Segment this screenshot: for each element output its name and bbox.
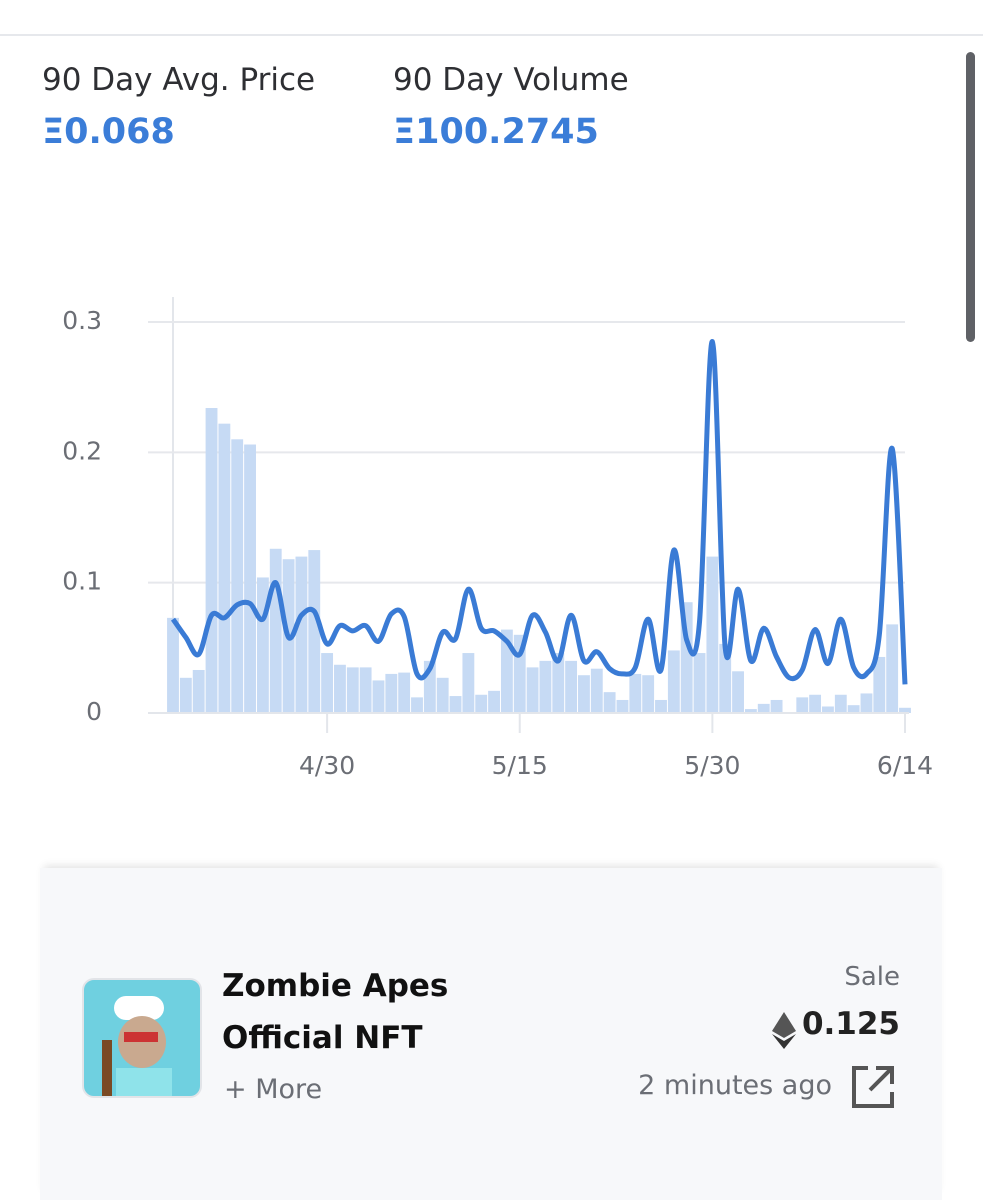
bar <box>398 672 411 713</box>
stat: 90 Day Volume Ξ100.2745 <box>393 62 629 152</box>
bar <box>308 550 321 713</box>
bar <box>192 669 205 713</box>
bar <box>526 667 539 713</box>
x-tick-label: 5/30 <box>684 751 740 780</box>
bar <box>488 690 500 713</box>
bar <box>744 709 757 713</box>
bar <box>578 675 590 713</box>
bar <box>205 408 218 713</box>
bar <box>809 694 822 713</box>
bar <box>642 675 655 713</box>
bar <box>256 577 269 713</box>
bar <box>475 694 488 713</box>
bar <box>667 650 680 713</box>
bar <box>565 660 578 713</box>
bar <box>436 677 449 713</box>
bar <box>706 556 719 713</box>
bar <box>873 656 886 713</box>
bar <box>462 653 475 713</box>
x-tick-label: 4/30 <box>299 751 355 780</box>
bar <box>590 668 603 713</box>
event-type: Sale <box>844 962 900 992</box>
bar <box>770 699 783 713</box>
bar <box>218 423 231 713</box>
sale-card[interactable]: Zombie Apes Official NFT + More Sale 0.1… <box>40 868 942 1200</box>
bar <box>372 680 385 713</box>
bar <box>346 667 359 713</box>
external-link[interactable] <box>848 1062 898 1112</box>
bar <box>295 556 308 713</box>
sale-time: 2 minutes ago <box>638 1070 832 1101</box>
nft-art <box>102 996 172 1096</box>
bar <box>179 677 192 713</box>
stat-value: Ξ100.2745 <box>393 112 599 152</box>
bar <box>449 696 462 713</box>
bar <box>231 439 244 713</box>
chart: 0 0.1 0.2 0.3 4/30 5/15 5/30 6/14 <box>62 297 933 780</box>
bar <box>321 653 334 713</box>
bar <box>167 617 179 713</box>
y-tick-label: 0 <box>86 697 102 726</box>
bar <box>359 667 372 713</box>
y-tick-label: 0.2 <box>62 436 102 465</box>
bar <box>411 697 423 713</box>
stat: 90 Day Avg. Price Ξ0.068 <box>42 62 315 152</box>
y-tick-label: 0.3 <box>62 306 102 335</box>
bar <box>655 699 667 713</box>
bar <box>860 693 873 713</box>
x-tick-label: 6/14 <box>877 751 933 780</box>
bar <box>886 624 899 713</box>
bar <box>719 643 732 713</box>
scrollbar[interactable] <box>966 52 975 342</box>
divider <box>0 34 983 36</box>
nft-image[interactable] <box>82 978 202 1098</box>
stat-value: Ξ0.068 <box>42 112 175 152</box>
bar <box>899 707 911 713</box>
bar <box>269 548 282 713</box>
bar <box>680 602 693 713</box>
bar <box>423 660 436 713</box>
more-link[interactable]: + More <box>224 1074 323 1105</box>
y-tick-label: 0.1 <box>62 567 102 596</box>
sale-price: 0.125 <box>801 1006 900 1042</box>
line <box>170 339 908 685</box>
bar <box>629 673 642 713</box>
stat-label: 90 Day Volume <box>393 62 629 98</box>
bar <box>834 694 847 713</box>
bar <box>500 629 513 713</box>
collection-name[interactable]: Zombie Apes Official NFT <box>222 968 449 1056</box>
bar <box>616 699 629 713</box>
bar <box>539 660 552 713</box>
stat-label: 90 Day Avg. Price <box>42 62 316 98</box>
x-tick-label: 5/15 <box>492 751 548 780</box>
bar <box>603 692 616 713</box>
bar <box>822 706 834 713</box>
bar <box>334 664 346 713</box>
eth-icon <box>772 1012 796 1049</box>
bar <box>847 705 860 713</box>
bar <box>693 653 706 713</box>
bar <box>552 653 565 713</box>
bar <box>796 697 809 713</box>
bar <box>513 634 526 713</box>
bar <box>757 703 770 713</box>
bar <box>732 671 744 713</box>
bar <box>244 444 256 713</box>
bar <box>385 673 398 713</box>
